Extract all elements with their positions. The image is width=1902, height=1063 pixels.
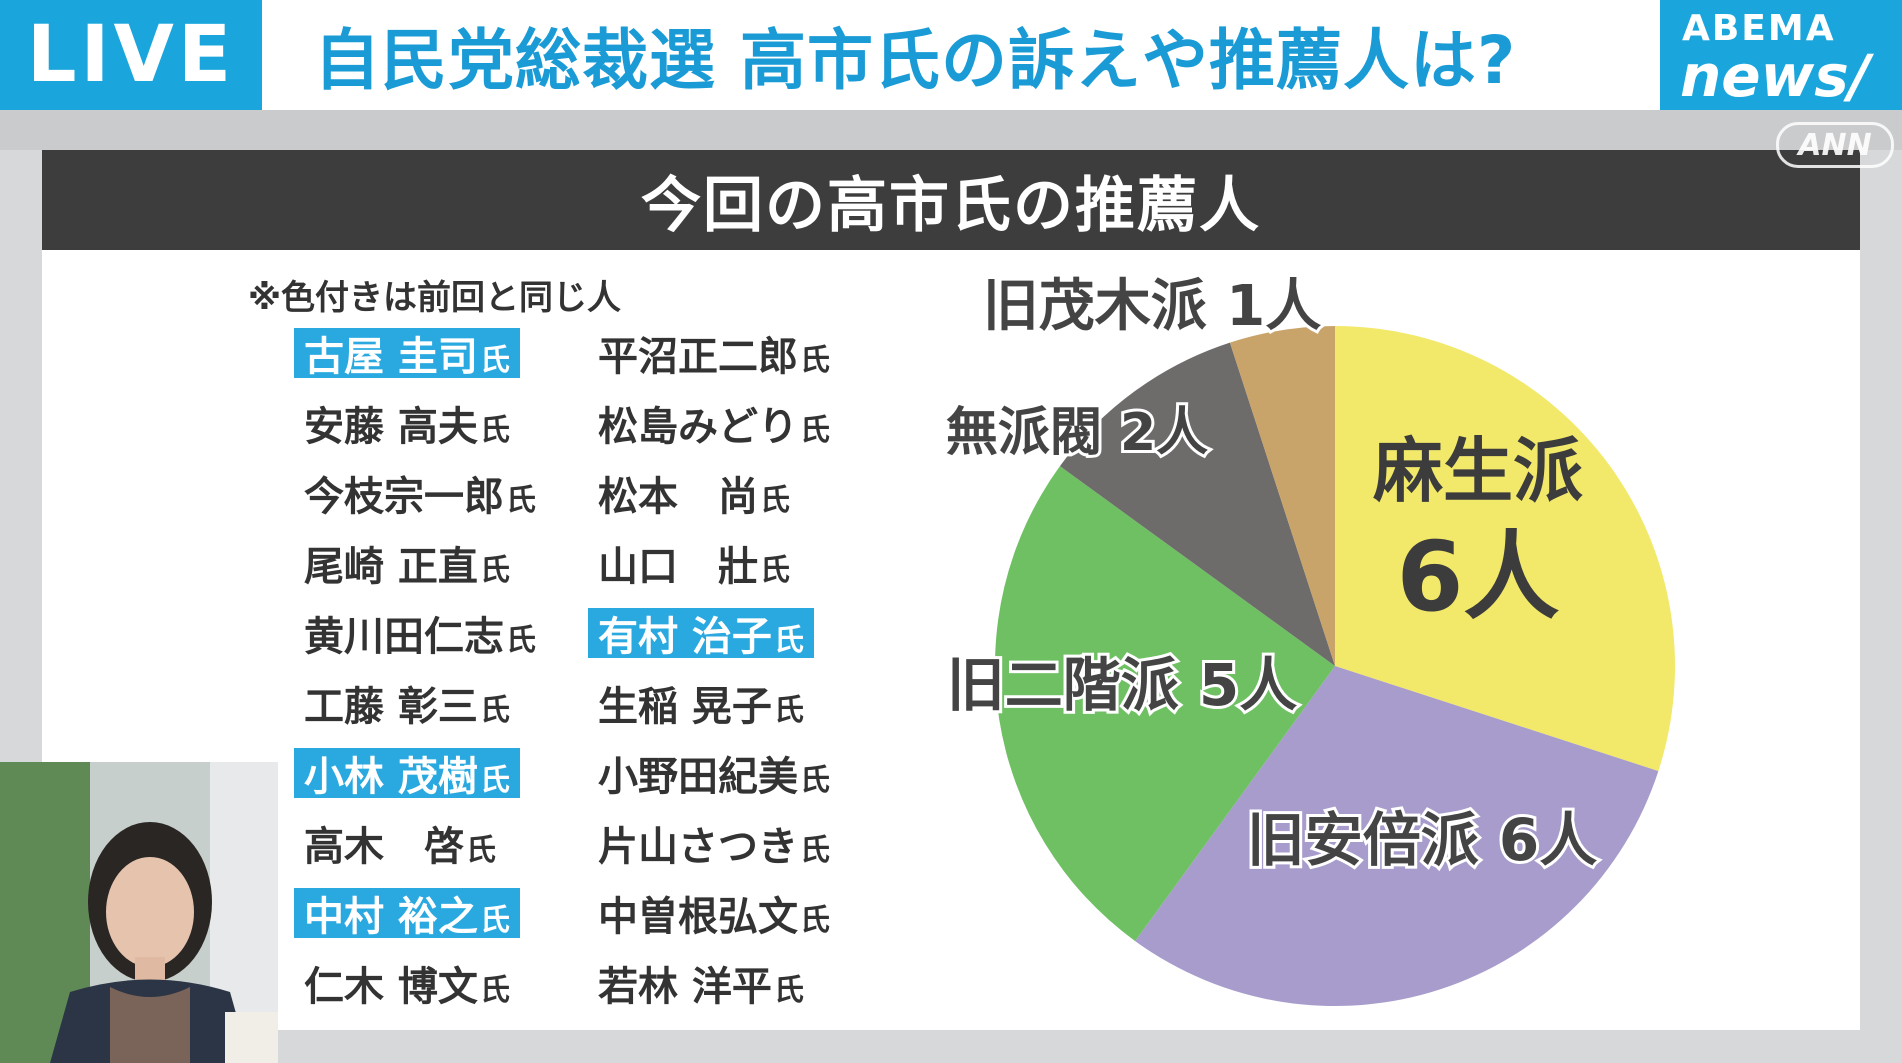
recommender-name-text: 仁木 博文 (304, 964, 478, 1010)
honorific-suffix: 氏 (773, 973, 804, 1008)
slice-label: 麻生派 (1373, 430, 1583, 512)
recommender-name-text: 若林 洋平 (598, 964, 772, 1010)
ann-watermark: ANN (1776, 122, 1894, 168)
recommender-name: 黄川田仁志氏 (304, 608, 536, 660)
presenter-camera (0, 762, 278, 1063)
logo-bottom-text: news/ (1680, 42, 1870, 110)
abema-news-logo: ABEMA news/ (1660, 0, 1902, 110)
recommender-name-text: 小林 茂樹 (304, 754, 478, 800)
recommender-name: 安藤 高夫氏 (304, 398, 510, 450)
pie-slice (1229, 326, 1335, 666)
honorific-suffix: 氏 (760, 483, 790, 518)
honorific-suffix: 氏 (479, 903, 510, 938)
logo-top-text: ABEMA (1682, 8, 1836, 49)
recommender-name-text: 黄川田仁志 (304, 614, 504, 660)
honorific-suffix: 氏 (506, 623, 536, 658)
recommender-name-text: 高木 啓 (304, 824, 464, 870)
recommender-name: 中曽根弘文氏 (598, 888, 830, 940)
background-panel (0, 110, 1902, 150)
recommender-name: 松島みどり氏 (598, 398, 830, 450)
highlight-note: ※色付きは前回と同じ人 (248, 278, 622, 318)
card-title: 今回の高市氏の推薦人 (42, 150, 1860, 250)
honorific-suffix: 氏 (479, 973, 510, 1008)
recommender-name: 平沼正二郎氏 (598, 328, 830, 380)
headline-text: 自民党総裁選 高市氏の訴えや推薦人は? (314, 22, 1517, 99)
recommender-name: 小野田紀美氏 (598, 748, 830, 800)
honorific-suffix: 氏 (800, 763, 830, 798)
honorific-suffix: 氏 (479, 763, 510, 798)
recommender-name: 今枝宗一郎氏 (304, 468, 536, 520)
slice-label: 旧安倍派 6人 (1247, 806, 1598, 874)
honorific-suffix: 氏 (466, 833, 496, 868)
pie-slice (994, 466, 1335, 942)
recommender-name-text: 松本 尚 (598, 474, 758, 520)
recommender-name-text: 尾崎 正直 (304, 544, 478, 590)
recommender-name-text: 平沼正二郎 (598, 334, 798, 380)
recommender-name-text: 生稲 晃子 (598, 684, 772, 730)
recommender-name-text: 小野田紀美 (598, 754, 798, 800)
headline-bar: 自民党総裁選 高市氏の訴えや推薦人は? (262, 0, 1660, 110)
recommender-name-text: 松島みどり (598, 404, 798, 450)
live-badge: LIVE (0, 0, 262, 110)
honorific-suffix: 氏 (773, 693, 804, 728)
recommender-name: 尾崎 正直氏 (304, 538, 510, 590)
pie-slice (1335, 326, 1675, 772)
recommender-name-text: 安藤 高夫 (304, 404, 478, 450)
pie-slice (1135, 666, 1659, 1007)
recommender-name: 中村 裕之氏 (294, 888, 520, 940)
recommender-name: 有村 治子氏 (588, 608, 814, 660)
recommender-name-text: 中村 裕之 (304, 894, 478, 940)
presenter-image (0, 762, 278, 1063)
recommender-name: 古屋 圭司氏 (294, 328, 520, 380)
recommender-name: 仁木 博文氏 (304, 958, 510, 1010)
recommender-name-text: 中曽根弘文 (598, 894, 798, 940)
recommender-name: 高木 啓氏 (304, 818, 496, 870)
recommender-name-text: 有村 治子 (598, 614, 772, 660)
honorific-suffix: 氏 (800, 833, 830, 868)
slice-label: 旧茂木派 1人 (983, 274, 1321, 339)
honorific-suffix: 氏 (479, 553, 510, 588)
recommender-name-text: 今枝宗一郎 (304, 474, 504, 520)
recommender-name: 工藤 彰三氏 (304, 678, 510, 730)
slice-label: 旧二階派 5人 (947, 651, 1298, 719)
honorific-suffix: 氏 (773, 623, 804, 658)
slice-label: 6人 (1397, 521, 1560, 633)
info-card: 今回の高市氏の推薦人 ※色付きは前回と同じ人 古屋 圭司氏安藤 高夫氏今枝宗一郎… (42, 150, 1860, 1030)
recommender-name: 小林 茂樹氏 (294, 748, 520, 800)
honorific-suffix: 氏 (760, 553, 790, 588)
recommender-name: 若林 洋平氏 (598, 958, 804, 1010)
recommender-name-text: 山口 壯 (598, 544, 758, 590)
pie-slice (1059, 342, 1335, 666)
honorific-suffix: 氏 (479, 413, 510, 448)
recommender-name: 山口 壯氏 (598, 538, 790, 590)
recommender-name: 松本 尚氏 (598, 468, 790, 520)
recommender-name: 片山さつき氏 (598, 818, 830, 870)
honorific-suffix: 氏 (479, 343, 510, 378)
honorific-suffix: 氏 (506, 483, 536, 518)
honorific-suffix: 氏 (800, 343, 830, 378)
recommender-name: 生稲 晃子氏 (598, 678, 804, 730)
recommender-name-text: 片山さつき (598, 824, 798, 870)
honorific-suffix: 氏 (800, 413, 830, 448)
recommender-name-text: 古屋 圭司 (304, 334, 478, 380)
recommender-name-text: 工藤 彰三 (304, 684, 478, 730)
honorific-suffix: 氏 (800, 903, 830, 938)
slice-label: 無派閥 2人 (946, 403, 1208, 463)
honorific-suffix: 氏 (479, 693, 510, 728)
